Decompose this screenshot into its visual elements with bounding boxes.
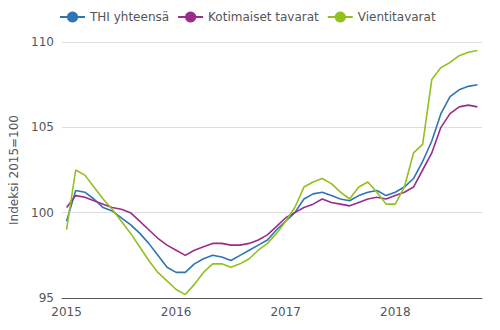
svg-text:2017: 2017: [270, 305, 301, 319]
svg-text:100: 100: [31, 206, 54, 220]
svg-text:THI yhteensä: THI yhteensä: [89, 10, 169, 24]
svg-text:2015: 2015: [51, 305, 82, 319]
svg-text:2016: 2016: [161, 305, 192, 319]
svg-text:110: 110: [31, 35, 54, 49]
svg-text:2018: 2018: [380, 305, 411, 319]
svg-text:Vientitavarat: Vientitavarat: [358, 10, 436, 24]
svg-text:95: 95: [39, 291, 54, 305]
svg-text:Indeksi 2015=100: Indeksi 2015=100: [7, 115, 21, 225]
svg-text:Kotimaiset tavarat: Kotimaiset tavarat: [208, 10, 319, 24]
svg-text:105: 105: [31, 120, 54, 134]
